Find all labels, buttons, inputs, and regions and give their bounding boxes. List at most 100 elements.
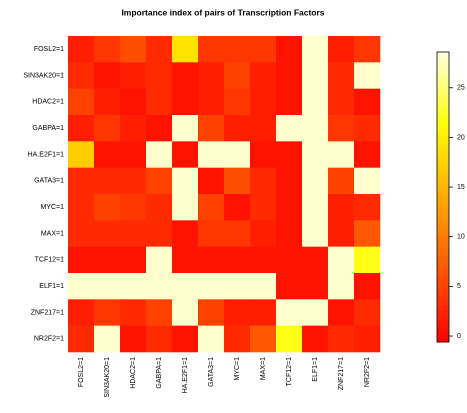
heatmap-cell	[172, 62, 199, 89]
heatmap-cell	[302, 36, 329, 63]
colorbar-step	[437, 146, 449, 151]
colorbar-step	[437, 168, 449, 173]
heatmap-cell	[68, 36, 95, 63]
heatmap-cell	[250, 246, 277, 274]
heatmap-cell	[224, 62, 251, 89]
heatmap-cell	[120, 141, 147, 168]
heatmap-cell	[302, 88, 329, 116]
heatmap-cell	[94, 220, 121, 247]
colorbar-step	[437, 55, 449, 60]
heatmap-cell	[198, 167, 225, 195]
colorbar-step	[437, 287, 449, 292]
colorbar-step	[437, 309, 449, 314]
heatmap-cell	[250, 88, 277, 116]
heatmap-cell	[328, 36, 355, 63]
colorbar-step	[437, 113, 449, 118]
column-label: MAX=1	[260, 357, 267, 380]
heatmap-cell	[146, 246, 173, 274]
heatmap-cell	[224, 115, 251, 142]
colorbar-step	[437, 247, 449, 252]
heatmap-cell	[250, 299, 277, 326]
heatmap-cell	[354, 36, 381, 63]
heatmap-cell	[328, 299, 355, 326]
heatmap-cell	[302, 62, 329, 89]
colorbar-step	[437, 88, 449, 93]
heatmap-cell	[172, 36, 199, 63]
colorbar-frame	[436, 51, 450, 343]
colorbar-step	[437, 124, 449, 129]
heatmap-cell	[354, 167, 381, 195]
row-label: FOSL2=1	[34, 46, 64, 53]
colorbar-step	[437, 280, 449, 285]
heatmap-cell	[354, 246, 381, 274]
colorbar-tick-label: 5	[457, 283, 461, 290]
colorbar-step	[437, 229, 449, 234]
heatmap-cell	[250, 194, 277, 221]
colorbar-step	[437, 157, 449, 162]
heatmap-cell	[302, 167, 329, 195]
colorbar-step	[437, 200, 449, 205]
heatmap-cell	[198, 325, 225, 353]
colorbar-tick-label: 15	[457, 184, 465, 191]
heatmap-cell	[302, 299, 329, 326]
colorbar-step	[437, 81, 449, 86]
colorbar-step	[437, 149, 449, 154]
heatmap-cell	[68, 88, 95, 116]
colorbar-step	[437, 120, 449, 125]
heatmap-cell	[302, 246, 329, 274]
heatmap-cell	[354, 273, 381, 300]
heatmap-cell	[120, 167, 147, 195]
heatmap-cell	[68, 273, 95, 300]
column-label: NR2F2=1	[364, 357, 371, 387]
heatmap-cell	[198, 299, 225, 326]
colorbar-step	[437, 313, 449, 318]
heatmap-cell	[198, 246, 225, 274]
colorbar-step	[437, 160, 449, 165]
colorbar-step	[437, 70, 449, 75]
colorbar-step	[437, 171, 449, 176]
heatmap-cell	[328, 62, 355, 89]
heatmap-cell	[328, 273, 355, 300]
colorbar-step	[437, 139, 449, 144]
heatmap-cell	[224, 141, 251, 168]
colorbar-tick-label: 25	[457, 85, 465, 92]
heatmap-cell	[354, 299, 381, 326]
colorbar-step	[437, 338, 449, 343]
heatmap-cell	[250, 115, 277, 142]
column-label: ZNF217=1	[338, 357, 345, 390]
colorbar-step	[437, 291, 449, 296]
heatmap-cell	[172, 220, 199, 247]
heatmap-cell	[146, 299, 173, 326]
heatmap-cell	[276, 299, 303, 326]
heatmap-cell	[198, 62, 225, 89]
colorbar-step	[437, 265, 449, 270]
column-label: FOSL2=1	[78, 357, 85, 387]
row-label: TCF12=1	[35, 257, 64, 264]
heatmap-cell	[198, 115, 225, 142]
heatmap-cell	[172, 246, 199, 274]
colorbar-step	[437, 59, 449, 64]
heatmap-cell	[94, 299, 121, 326]
heatmap-cell	[120, 299, 147, 326]
heatmap-cell	[224, 36, 251, 63]
row-label: GABPA=1	[32, 125, 64, 132]
row-label: MAX=1	[41, 230, 64, 237]
heatmap-cell	[328, 88, 355, 116]
heatmap-cell	[146, 36, 173, 63]
heatmap-cell	[198, 88, 225, 116]
colorbar-step	[437, 323, 449, 328]
heatmap-cell	[120, 62, 147, 89]
heatmap-cell	[68, 325, 95, 353]
heatmap-cell	[354, 220, 381, 247]
chart-title: Importance index of pairs of Transcripti…	[121, 7, 324, 17]
heatmap-cell	[68, 115, 95, 142]
heatmap-cell	[120, 194, 147, 221]
colorbar-step	[437, 273, 449, 278]
column-label: MYC=1	[234, 357, 241, 381]
heatmap-cell	[146, 88, 173, 116]
heatmap-cell	[224, 299, 251, 326]
heatmap-cell	[94, 36, 121, 63]
colorbar-step	[437, 131, 449, 136]
colorbar-step	[437, 240, 449, 245]
